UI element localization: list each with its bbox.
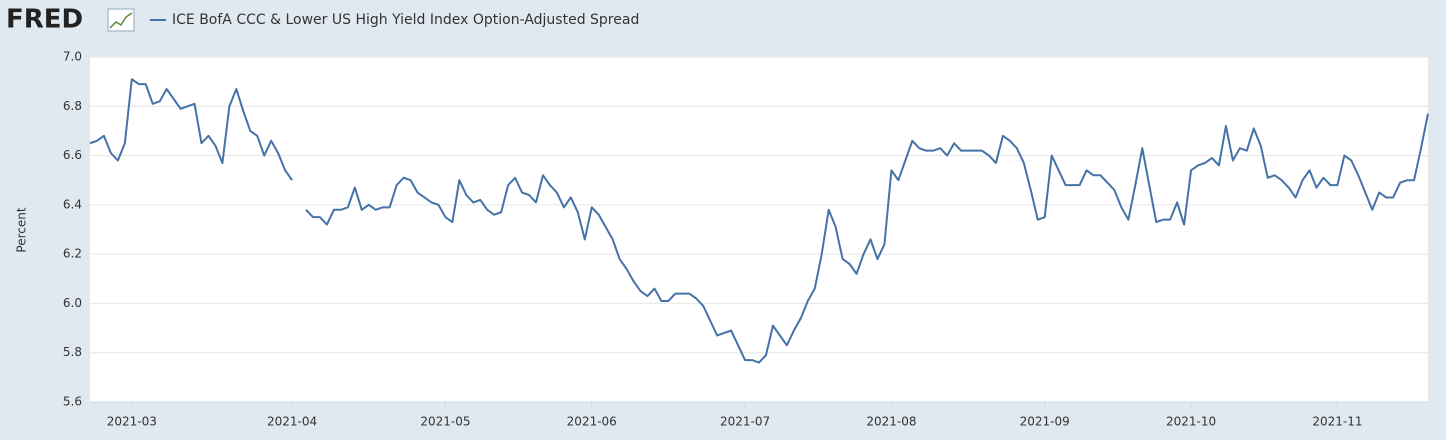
x-tick-label: 2021-03 [107, 415, 157, 429]
y-tick-label: 6.6 [63, 148, 82, 162]
x-tick-label: 2021-09 [1020, 415, 1070, 429]
logo-icon [107, 8, 135, 32]
y-tick-label: 6.8 [63, 99, 82, 113]
x-tick-label: 2021-04 [267, 415, 317, 429]
y-tick-label: 6.2 [63, 247, 82, 261]
y-tick-label: 6.0 [63, 296, 82, 310]
y-tick-label: 5.6 [63, 395, 82, 409]
legend-label: ICE BofA CCC & Lower US High Yield Index… [172, 12, 639, 28]
y-tick-label: 5.8 [63, 345, 82, 359]
x-tick-label: 2021-08 [866, 415, 916, 429]
y-tick-label: 7.0 [63, 50, 82, 64]
data-line [89, 78, 1429, 364]
x-tick-label: 2021-06 [567, 415, 617, 429]
x-tick-label: 2021-07 [720, 415, 770, 429]
y-tick-label: 6.4 [63, 197, 82, 211]
x-tick-label: 2021-11 [1312, 415, 1362, 429]
x-tick-label: 2021-05 [420, 415, 470, 429]
logo[interactable]: FRED [6, 5, 83, 35]
plot-area [90, 57, 1428, 402]
y-axis-label: Percent [15, 207, 29, 252]
x-tick-label: 2021-10 [1166, 415, 1216, 429]
